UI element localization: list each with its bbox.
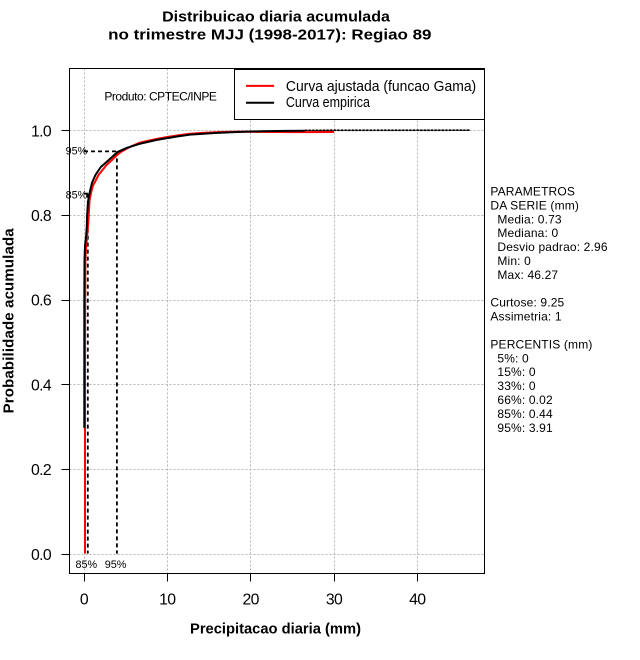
svg-text:PERCENTIS (mm): PERCENTIS (mm)	[490, 337, 592, 351]
svg-text:85%: 85%	[75, 559, 97, 571]
svg-text:PARAMETROS: PARAMETROS	[490, 185, 575, 199]
svg-text:95%: 3.91: 95%: 3.91	[497, 421, 553, 435]
svg-text:Max: 46.27: Max: 46.27	[497, 268, 558, 282]
svg-text:30: 30	[326, 591, 343, 608]
svg-text:Curtose: 9.25: Curtose: 9.25	[490, 296, 564, 310]
svg-text:Mediana: 0: Mediana: 0	[497, 226, 558, 240]
svg-text:66%: 0.02: 66%: 0.02	[497, 393, 553, 407]
svg-text:85%: 0.44: 85%: 0.44	[497, 407, 553, 421]
svg-text:0.4: 0.4	[31, 377, 52, 394]
svg-text:0.0: 0.0	[31, 547, 52, 564]
svg-text:85%: 85%	[66, 189, 88, 201]
svg-text:10: 10	[159, 591, 176, 608]
svg-text:Probabilidade acumulada: Probabilidade acumulada	[1, 228, 18, 414]
svg-text:15%: 0: 15%: 0	[497, 365, 535, 379]
svg-text:1.0: 1.0	[31, 123, 52, 140]
svg-text:0.6: 0.6	[31, 293, 52, 310]
svg-text:Precipitacao diaria (mm): Precipitacao diaria (mm)	[190, 622, 361, 638]
svg-text:no trimestre MJJ (1998-2017):: no trimestre MJJ (1998-2017): Regiao 89	[108, 26, 431, 43]
svg-text:Curva ajustada (funcao Gama): Curva ajustada (funcao Gama)	[286, 79, 476, 95]
svg-text:20: 20	[243, 591, 260, 608]
svg-text:0.2: 0.2	[31, 462, 51, 479]
svg-text:Produto: CPTEC/INPE: Produto: CPTEC/INPE	[104, 90, 217, 104]
svg-text:0: 0	[80, 591, 89, 608]
svg-text:40: 40	[409, 591, 426, 608]
svg-text:95%: 95%	[66, 146, 88, 158]
svg-text:95%: 95%	[105, 559, 127, 571]
svg-text:33%: 0: 33%: 0	[497, 379, 535, 393]
svg-text:Curva empirica: Curva empirica	[286, 95, 371, 111]
svg-text:0.8: 0.8	[31, 208, 52, 225]
svg-text:DA SERIE (mm): DA SERIE (mm)	[490, 198, 579, 212]
svg-text:5%: 0: 5%: 0	[497, 351, 529, 365]
svg-text:Distribuicao diaria acumulada: Distribuicao diaria acumulada	[162, 9, 390, 26]
svg-text:Media: 0.73: Media: 0.73	[497, 212, 562, 226]
svg-text:Desvio padrao: 2.96: Desvio padrao: 2.96	[497, 240, 607, 254]
svg-text:Assimetria: 1: Assimetria: 1	[490, 310, 561, 324]
svg-text:Min: 0: Min: 0	[497, 254, 531, 268]
